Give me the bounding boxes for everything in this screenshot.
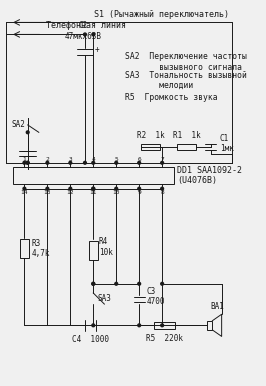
Text: 14: 14 [21,190,28,195]
Circle shape [115,187,118,190]
Circle shape [23,187,26,190]
Text: SA3: SA3 [98,294,112,303]
Circle shape [69,187,72,190]
Text: S1 (Рычажный переключатель): S1 (Рычажный переключатель) [94,10,229,19]
Text: 8: 8 [160,190,164,195]
Bar [141,144,160,150]
Circle shape [84,33,86,36]
Bar [20,239,29,258]
Circle shape [138,187,140,190]
Circle shape [69,161,72,164]
Circle shape [161,187,164,190]
Text: 1: 1 [23,157,26,162]
Text: R2  1k: R2 1k [137,131,164,140]
Text: DD1 SAA1092-2
(U4076B): DD1 SAA1092-2 (U4076B) [177,166,242,185]
Circle shape [92,33,95,36]
Circle shape [161,283,164,285]
Text: 12: 12 [66,190,74,195]
Circle shape [138,324,140,327]
Text: 13: 13 [44,190,51,195]
Text: R5  Громкость звука: R5 Громкость звука [125,93,217,102]
Circle shape [138,283,140,285]
Text: R3
4,7k: R3 4,7k [32,239,50,258]
Text: BA1: BA1 [210,303,224,312]
Circle shape [92,283,95,285]
Bar [154,322,174,328]
Text: 6: 6 [137,157,141,162]
Circle shape [46,161,49,164]
Text: 11: 11 [90,190,97,195]
Text: 7: 7 [160,157,164,162]
Text: C3
4700: C3 4700 [147,287,165,306]
Circle shape [115,161,118,164]
Text: C1
1мк: C1 1мк [220,134,234,153]
Text: 10: 10 [113,190,120,195]
Circle shape [26,131,29,134]
Circle shape [26,161,29,164]
Text: 2: 2 [45,157,49,162]
Circle shape [92,161,95,164]
Text: 4: 4 [92,157,95,162]
Circle shape [84,161,86,164]
Text: 5: 5 [114,157,118,162]
Bar [13,168,174,184]
Text: 9: 9 [137,190,141,195]
Circle shape [115,283,118,285]
Circle shape [23,161,26,164]
Text: R1  1k: R1 1k [173,131,200,140]
Text: Телефонная линия: Телефонная линия [46,21,126,30]
Circle shape [138,161,140,164]
Circle shape [161,161,164,164]
Text: SA3  Тональность вызывной
       мелодии: SA3 Тональность вызывной мелодии [125,71,247,90]
Text: R4
10k: R4 10k [99,237,113,257]
Text: C4  1000: C4 1000 [72,335,109,344]
Text: SA2: SA2 [12,120,26,129]
Circle shape [92,187,95,190]
Text: 3: 3 [68,157,72,162]
Circle shape [26,161,29,164]
Text: +: + [95,45,100,54]
Bar [207,321,213,330]
Circle shape [161,324,164,327]
Circle shape [92,187,95,190]
Circle shape [92,324,95,327]
Circle shape [46,187,49,190]
Text: C2
47мкх63В: C2 47мкх63В [65,22,102,41]
Text: SA2  Переключение частоты
       вызывного сигнала: SA2 Переключение частоты вызывного сигна… [125,52,247,72]
Circle shape [92,283,95,285]
Bar [177,144,196,150]
Bar [89,241,98,260]
Text: R5  220k: R5 220k [146,334,183,343]
